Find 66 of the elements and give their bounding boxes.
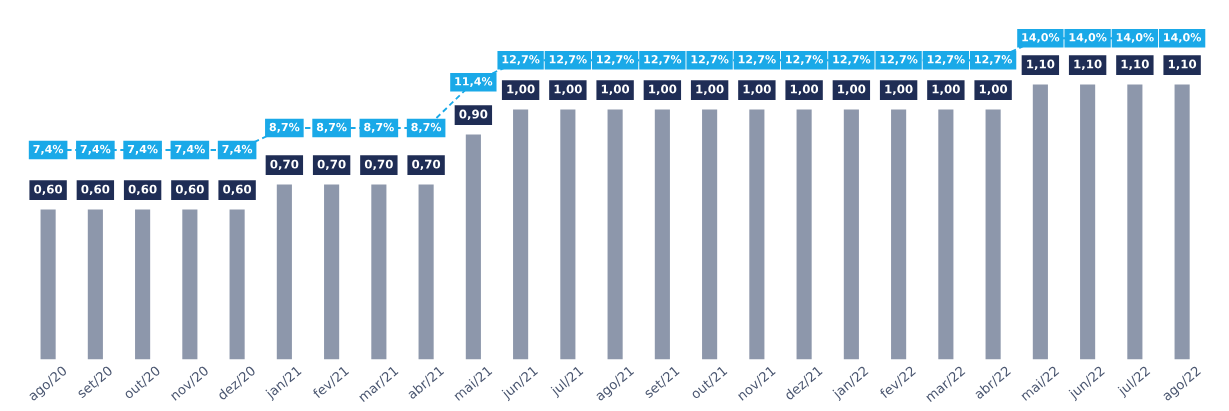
data-label: 12,7% bbox=[738, 55, 776, 65]
bar bbox=[513, 109, 529, 360]
data-label: 12,7% bbox=[691, 55, 729, 65]
data-label: 1,10 bbox=[1074, 59, 1102, 71]
data-label: 0,70 bbox=[270, 159, 299, 171]
data-label: 1,00 bbox=[979, 84, 1008, 96]
data-label: 1,00 bbox=[838, 84, 866, 96]
bar bbox=[276, 184, 292, 360]
data-label: 12,7% bbox=[880, 55, 918, 65]
bar bbox=[560, 109, 576, 360]
data-label: 0,70 bbox=[412, 159, 441, 171]
data-label: 1,00 bbox=[649, 84, 677, 96]
data-label: 1,00 bbox=[885, 84, 913, 96]
bar bbox=[843, 109, 859, 360]
data-label: 12,7% bbox=[786, 55, 824, 65]
data-label: 1,00 bbox=[743, 84, 771, 96]
data-label: 1,00 bbox=[932, 84, 960, 96]
bar bbox=[1127, 84, 1143, 360]
data-label: 1,10 bbox=[1027, 59, 1055, 71]
bar bbox=[938, 109, 954, 360]
data-label: 14,0% bbox=[1069, 33, 1107, 43]
data-label: 1,00 bbox=[554, 84, 582, 96]
bar bbox=[796, 109, 812, 360]
bar bbox=[1080, 84, 1096, 360]
data-label: 12,7% bbox=[975, 55, 1013, 65]
bar bbox=[607, 109, 623, 360]
bar bbox=[229, 209, 245, 360]
data-label: 14,0% bbox=[1164, 33, 1202, 43]
data-label: 0,60 bbox=[223, 184, 252, 196]
bar bbox=[135, 209, 151, 360]
data-label: 1,00 bbox=[696, 84, 724, 96]
data-label: 12,7% bbox=[833, 55, 871, 65]
data-label: 0,60 bbox=[175, 184, 204, 196]
data-label: 0,60 bbox=[81, 184, 110, 196]
data-label: 12,7% bbox=[502, 55, 540, 65]
bar bbox=[182, 209, 198, 360]
bar bbox=[702, 109, 718, 360]
data-label: 0,60 bbox=[128, 184, 157, 196]
data-label: 1,10 bbox=[1168, 59, 1197, 71]
data-label: 14,0% bbox=[1022, 33, 1060, 43]
bar bbox=[324, 184, 340, 360]
bar bbox=[749, 109, 765, 360]
data-label: 12,7% bbox=[927, 55, 965, 65]
bar bbox=[891, 109, 907, 360]
data-label: 0,70 bbox=[317, 159, 346, 171]
bar bbox=[1174, 84, 1190, 360]
data-label: 0,60 bbox=[34, 184, 63, 196]
data-label: 1,00 bbox=[601, 84, 630, 96]
bar bbox=[40, 209, 56, 360]
bar bbox=[87, 209, 103, 360]
bar bbox=[465, 134, 481, 360]
bar bbox=[1032, 84, 1048, 360]
bar bbox=[654, 109, 670, 360]
data-label: 14,0% bbox=[1116, 33, 1154, 43]
bar bbox=[418, 184, 434, 360]
data-label: 0,70 bbox=[364, 159, 393, 171]
data-label: 0,90 bbox=[459, 109, 488, 121]
data-label: 1,00 bbox=[507, 84, 535, 96]
data-label: 1,00 bbox=[790, 84, 819, 96]
data-label: 11,4% bbox=[455, 77, 493, 87]
data-label: 12,7% bbox=[644, 55, 682, 65]
data-label: 12,7% bbox=[549, 55, 587, 65]
data-label: 12,7% bbox=[597, 55, 635, 65]
data-label: 1,10 bbox=[1121, 59, 1149, 71]
bar bbox=[985, 109, 1001, 360]
bar bbox=[371, 184, 387, 360]
